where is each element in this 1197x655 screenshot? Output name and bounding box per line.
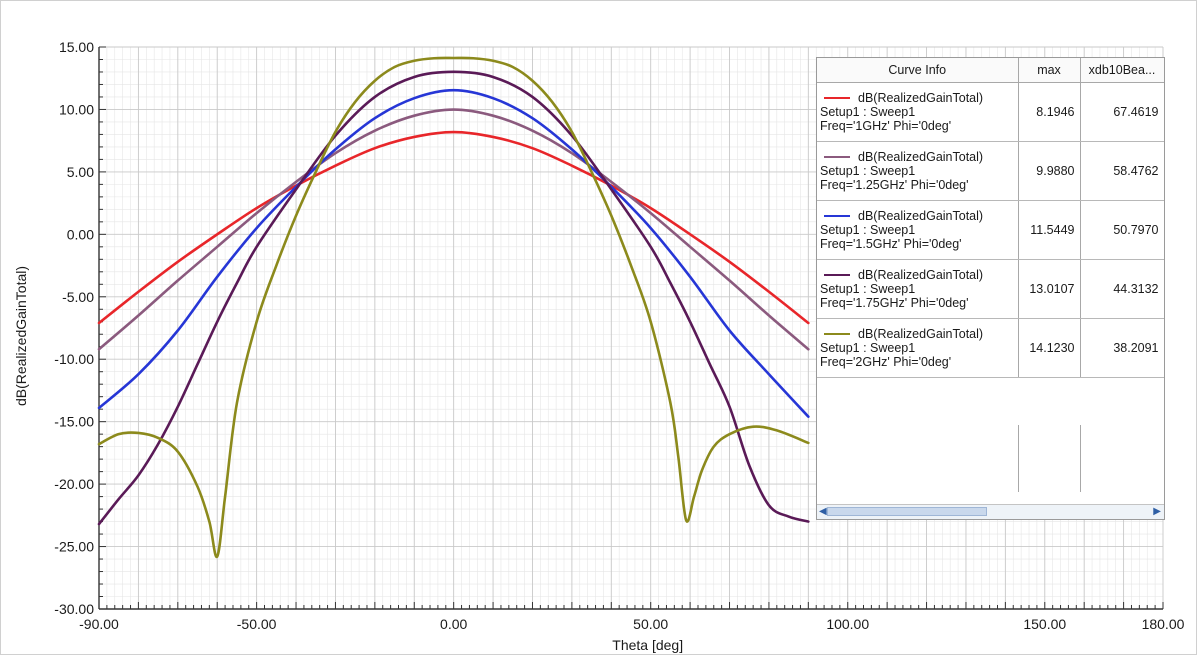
y-tick-label: -20.00 (54, 476, 94, 492)
table-empty-area (817, 425, 1164, 492)
table-header-row: Curve Info max xdb10Bea... (817, 58, 1164, 83)
scroll-left-arrow-icon[interactable]: ◀ (819, 506, 827, 517)
y-tick-label: -5.00 (62, 289, 94, 305)
column-header-curve-info[interactable]: Curve Info (817, 58, 1019, 83)
curve-info-cell: dB(RealizedGainTotal) Setup1 : Sweep1 Fr… (817, 259, 1019, 319)
x-axis-label: Theta [deg] (612, 637, 683, 653)
x-tick-label: 50.00 (633, 616, 668, 632)
x-tick-label: 0.00 (440, 616, 467, 632)
scroll-right-arrow-icon[interactable]: ▶ (1153, 506, 1161, 517)
table-row[interactable]: dB(RealizedGainTotal) Setup1 : Sweep1 Fr… (817, 141, 1164, 201)
y-tick-label: 15.00 (59, 39, 94, 55)
table-row[interactable]: dB(RealizedGainTotal) Setup1 : Sweep1 Fr… (817, 318, 1164, 378)
xdb10-value: 44.3132 (1080, 259, 1164, 319)
curve-info-cell: dB(RealizedGainTotal) Setup1 : Sweep1 Fr… (817, 200, 1019, 260)
max-value: 13.0107 (1018, 259, 1081, 319)
curve-expression: dB(RealizedGainTotal) (858, 327, 984, 341)
y-tick-label: 10.00 (59, 101, 94, 117)
y-tick-label: -30.00 (54, 601, 94, 617)
curve-setup: Setup1 : Sweep1 (820, 282, 916, 296)
series-line-4 (97, 70, 810, 526)
series-line-5 (97, 56, 810, 559)
y-tick-label: -15.00 (54, 414, 94, 430)
table-row[interactable]: dB(RealizedGainTotal) Setup1 : Sweep1 Fr… (817, 200, 1164, 260)
xdb10-value: 38.2091 (1080, 318, 1164, 378)
x-tick-label: 100.00 (826, 616, 869, 632)
curve-expression: dB(RealizedGainTotal) (858, 150, 984, 164)
max-value: 8.1946 (1018, 82, 1081, 142)
curve-info-table: Curve Info max xdb10Bea... dB(RealizedGa… (817, 58, 1164, 378)
series-line-2 (97, 108, 810, 351)
max-value: 11.5449 (1018, 200, 1081, 260)
curve-variables: Freq='1GHz' Phi='0deg' (820, 119, 952, 133)
curve-variables: Freq='1.75GHz' Phi='0deg' (820, 296, 969, 310)
y-tick-label: 0.00 (67, 226, 94, 242)
x-tick-label: 180.00 (1142, 616, 1185, 632)
curve-setup: Setup1 : Sweep1 (820, 164, 916, 178)
y-axis-label: dB(RealizedGainTotal) (13, 266, 29, 406)
max-value: 14.1230 (1018, 318, 1081, 378)
xdb10-value: 50.7970 (1080, 200, 1164, 260)
curve-expression: dB(RealizedGainTotal) (858, 209, 984, 223)
horizontal-scrollbar[interactable]: ◀ ▶ (817, 504, 1164, 519)
column-header-max[interactable]: max (1018, 58, 1081, 83)
y-tick-label: 5.00 (67, 164, 94, 180)
series-line-1 (97, 130, 810, 325)
xdb10-value: 58.4762 (1080, 141, 1164, 201)
curve-variables: Freq='1.5GHz' Phi='0deg' (820, 237, 962, 251)
series-line-3 (97, 88, 810, 418)
y-tick-label: -10.00 (54, 351, 94, 367)
curve-setup: Setup1 : Sweep1 (820, 341, 916, 355)
curve-info-cell: dB(RealizedGainTotal) Setup1 : Sweep1 Fr… (817, 318, 1019, 378)
curve-expression: dB(RealizedGainTotal) (858, 268, 984, 282)
legend-swatch (824, 97, 850, 99)
x-tick-label: 150.00 (1023, 616, 1066, 632)
xdb10-value: 67.4619 (1080, 82, 1164, 142)
table-row[interactable]: dB(RealizedGainTotal) Setup1 : Sweep1 Fr… (817, 259, 1164, 319)
x-tick-label: -50.00 (237, 616, 277, 632)
y-tick-label: -25.00 (54, 539, 94, 555)
x-tick-label: -90.00 (79, 616, 119, 632)
column-header-xdb10beamwidth[interactable]: xdb10Bea... (1080, 58, 1164, 83)
curve-setup: Setup1 : Sweep1 (820, 105, 916, 119)
curve-expression: dB(RealizedGainTotal) (858, 91, 984, 105)
table-row[interactable]: dB(RealizedGainTotal) Setup1 : Sweep1 Fr… (817, 82, 1164, 142)
curve-setup: Setup1 : Sweep1 (820, 223, 916, 237)
legend-swatch (824, 156, 850, 158)
legend-swatch (824, 333, 850, 335)
legend-swatch (824, 274, 850, 276)
curve-info-cell: dB(RealizedGainTotal) Setup1 : Sweep1 Fr… (817, 141, 1019, 201)
curve-variables: Freq='2GHz' Phi='0deg' (820, 355, 952, 369)
scrollbar-thumb[interactable] (827, 507, 987, 516)
max-value: 9.9880 (1018, 141, 1081, 201)
legend-swatch (824, 215, 850, 217)
curve-variables: Freq='1.25GHz' Phi='0deg' (820, 178, 969, 192)
curve-info-cell: dB(RealizedGainTotal) Setup1 : Sweep1 Fr… (817, 82, 1019, 142)
curve-info-panel: Curve Info max xdb10Bea... dB(RealizedGa… (816, 57, 1165, 520)
